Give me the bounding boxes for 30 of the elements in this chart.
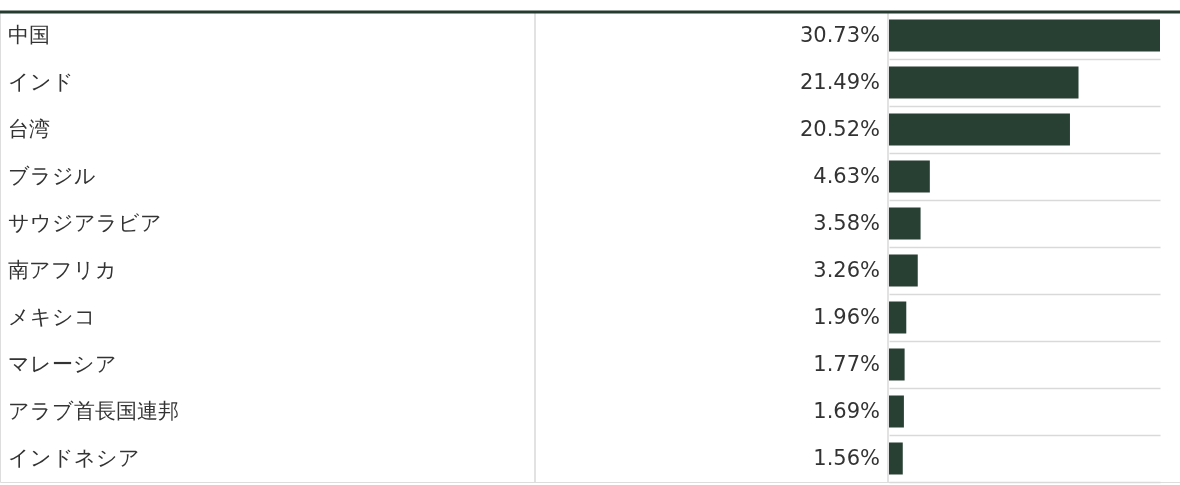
bar bbox=[889, 348, 905, 381]
bar bbox=[889, 301, 907, 334]
bar bbox=[889, 442, 903, 475]
y-tick-label: メキシコ bbox=[8, 304, 96, 329]
bar bbox=[889, 113, 1070, 146]
data-label: 1.69% bbox=[813, 398, 880, 423]
y-tick-label: マレーシア bbox=[8, 351, 117, 376]
y-tick-label: 中国 bbox=[8, 22, 50, 47]
y-tick-label: ブラジル bbox=[8, 163, 96, 188]
bar bbox=[889, 19, 1160, 52]
data-label: 21.49% bbox=[799, 69, 880, 94]
data-label: 3.58% bbox=[813, 210, 880, 235]
y-tick-label: インド bbox=[8, 69, 74, 94]
y-tick-label: 南アフリカ bbox=[8, 257, 117, 282]
bar bbox=[889, 254, 918, 287]
bar bbox=[889, 66, 1079, 99]
data-label: 20.52% bbox=[799, 116, 880, 141]
bar bbox=[889, 160, 930, 193]
data-label: 1.56% bbox=[813, 445, 880, 470]
bar bbox=[889, 207, 921, 240]
y-tick-label: アラブ首長国連邦 bbox=[8, 398, 179, 423]
data-label: 4.63% bbox=[813, 163, 880, 188]
data-label: 30.73% bbox=[799, 22, 880, 47]
y-tick-label: インドネシア bbox=[8, 445, 140, 470]
data-label: 3.26% bbox=[813, 257, 880, 282]
bar bbox=[889, 395, 904, 428]
y-tick-label: 台湾 bbox=[8, 116, 50, 141]
y-tick-label: サウジアラビア bbox=[8, 210, 162, 235]
data-label: 1.77% bbox=[813, 351, 880, 376]
data-label: 1.96% bbox=[813, 304, 880, 329]
